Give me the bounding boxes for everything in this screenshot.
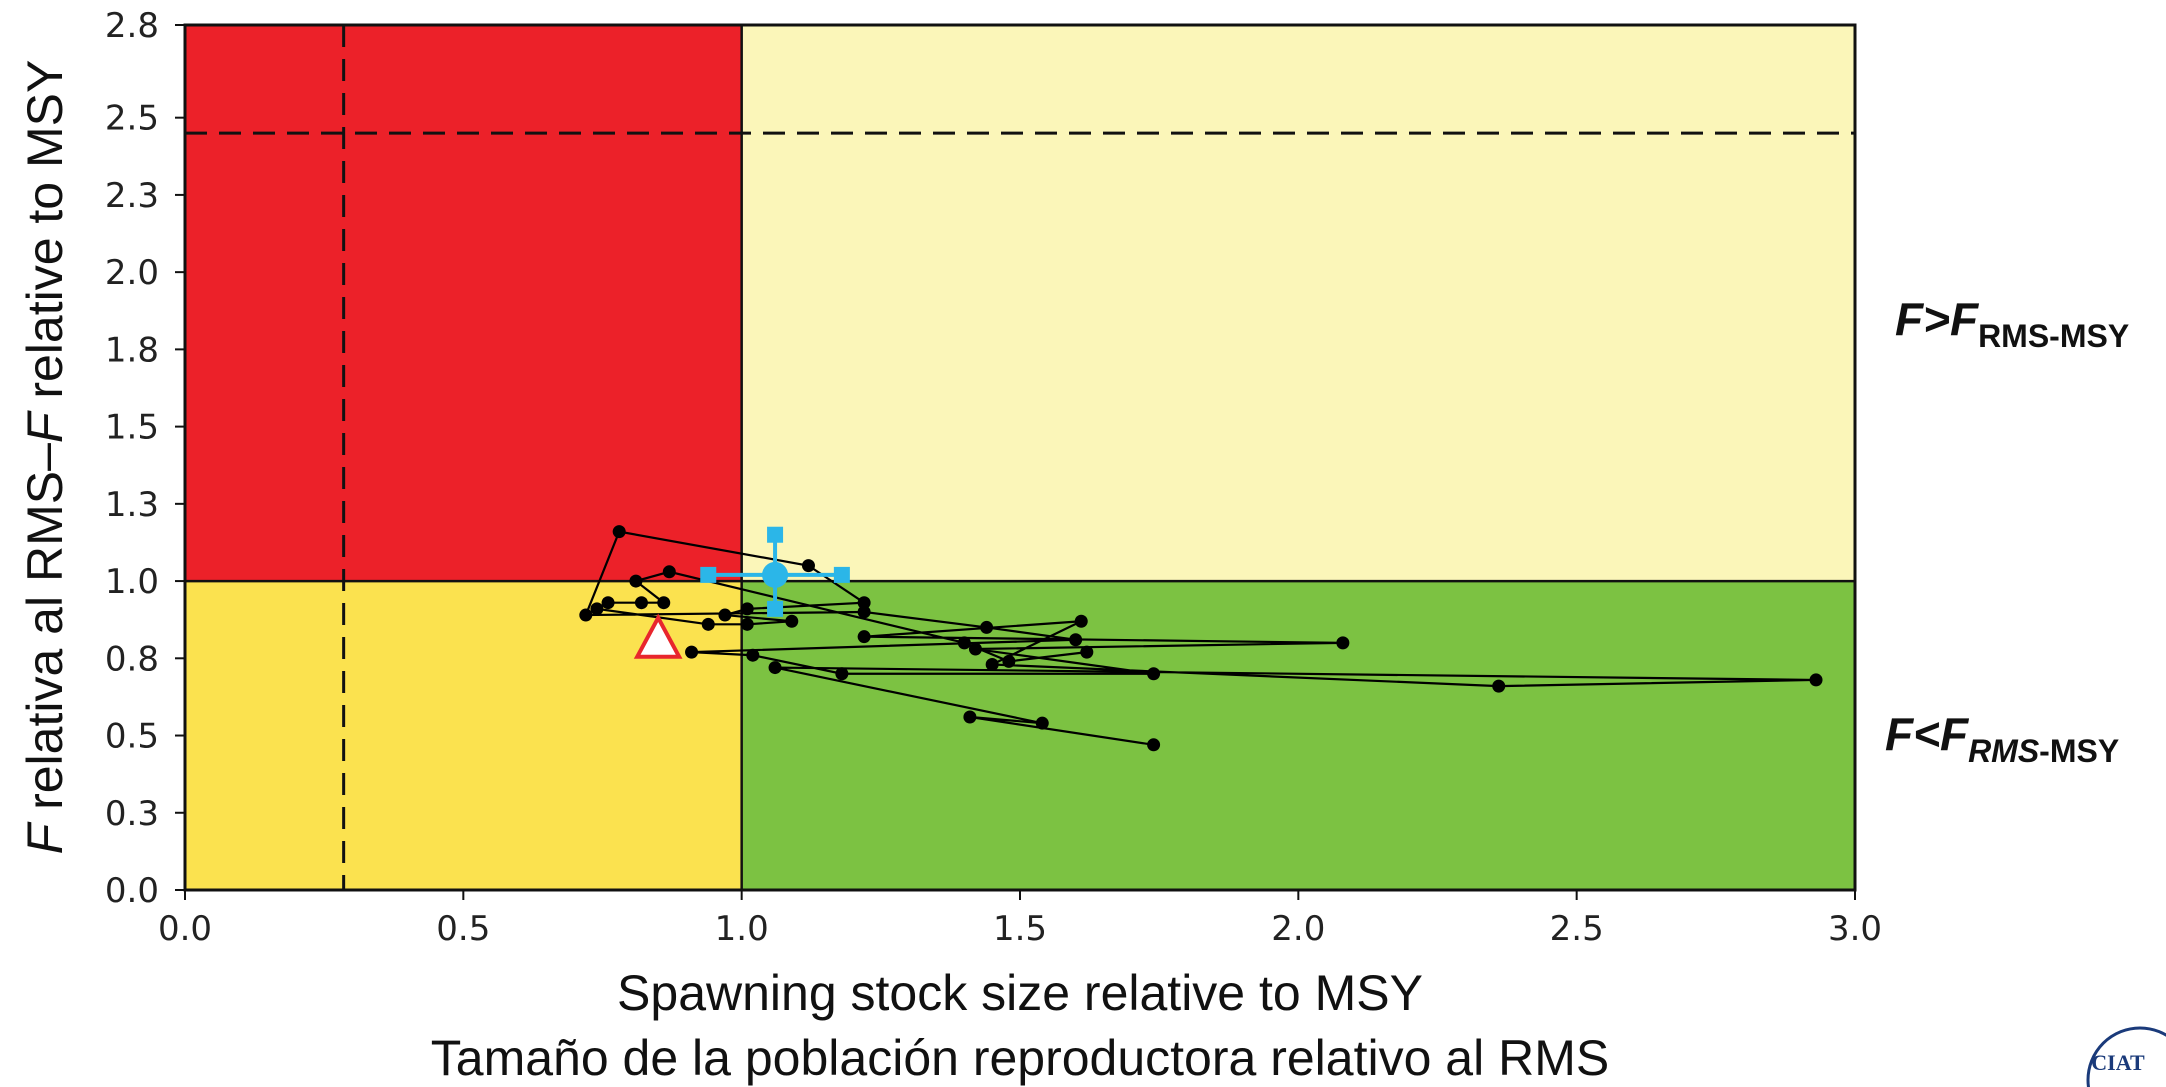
trajectory-point [985, 657, 999, 671]
x-axis-ticks: 0.0 0.5 1.0 1.5 2.0 2.5 3.0 [158, 890, 1882, 949]
zone-healthy-overfishing [741, 25, 1855, 582]
y-tick-label: 0.0 [105, 871, 159, 911]
trajectory-point [746, 648, 760, 662]
y-title-part: relative to MSY [17, 60, 73, 413]
y-tick-label: 2.0 [105, 253, 159, 293]
trajectory-point [718, 608, 732, 622]
trajectory-point [835, 667, 849, 681]
reference-triangle [633, 613, 683, 659]
trajectory-point [963, 710, 977, 724]
current-errorbar-cap [700, 566, 717, 583]
x-axis-title-es: Tamaño de la población reproductora rela… [431, 1030, 1609, 1086]
trajectory-point [740, 602, 754, 616]
x-axis-title: Spawning stock size relative to MSY [617, 965, 1423, 1021]
current-point [762, 561, 789, 588]
y-tick-label: 0.8 [105, 639, 159, 679]
y-tick-label: 2.5 [105, 99, 159, 139]
x-tick-label: 0.0 [158, 909, 212, 949]
y-title-f1: F [17, 821, 73, 854]
trajectory-point [662, 565, 676, 579]
y-tick-label: 1.5 [105, 408, 159, 448]
y-tick-label: 2.3 [105, 176, 159, 216]
trajectory-point [629, 574, 643, 588]
trajectory-point [1035, 716, 1049, 730]
y-axis-title: F relativa al RMS–F relative to MSY [17, 60, 73, 855]
x-tick-label: 3.0 [1828, 909, 1882, 949]
x-tick-label: 0.5 [436, 909, 490, 949]
trajectory-point [701, 617, 715, 631]
trajectory-point [590, 602, 604, 616]
current-status-marker [700, 526, 850, 617]
zone-label-lower: F<FRMS-MSY [1885, 708, 2119, 769]
trajectory-point [1074, 614, 1088, 628]
trajectory-point [612, 525, 626, 539]
ciat-logo: CIAT [2086, 1026, 2166, 1087]
trajectory-point [980, 620, 994, 634]
x-tick-label: 1.0 [715, 909, 769, 949]
trajectory-point [1147, 667, 1161, 681]
x-tick-label: 2.5 [1550, 909, 1604, 949]
trajectory-point [857, 605, 871, 619]
trajectory-point [957, 636, 971, 650]
zone-label-upper: F>FRMS-MSY [1895, 293, 2129, 354]
trajectory-point [857, 596, 871, 610]
zone-healthy [741, 581, 1855, 890]
status-zones [185, 25, 1855, 890]
trajectory-point [968, 642, 982, 656]
y-tick-label: 1.8 [105, 330, 159, 370]
trajectory-point [1809, 673, 1823, 687]
reference-triangle-marker [633, 613, 683, 659]
y-tick-label: 1.0 [105, 562, 159, 602]
x-tick-label: 2.0 [1271, 909, 1325, 949]
current-errorbar-cap [767, 526, 784, 543]
y-title-f2: F [17, 410, 73, 443]
trajectory-point [857, 630, 871, 644]
trajectory-point [634, 596, 648, 610]
current-errorbar-cap [767, 600, 784, 617]
y-axis-ticks: 0.0 0.3 0.5 0.8 1.0 1.3 1.5 1.8 2.0 2.3 2.5 2.8 [105, 6, 185, 911]
trajectory-point [601, 596, 615, 610]
trajectory-point [768, 661, 782, 675]
trajectory-point [657, 596, 671, 610]
y-tick-label: 0.5 [105, 717, 159, 757]
y-tick-label: 1.3 [105, 485, 159, 525]
reference-lines [185, 25, 1855, 890]
trajectory-point [740, 617, 754, 631]
ciat-logo-text: CIAT [2091, 1050, 2145, 1075]
trajectory-point [579, 608, 593, 622]
x-tick-label: 1.5 [993, 909, 1047, 949]
trajectory-point [685, 645, 699, 659]
trajectory-point [1002, 654, 1016, 668]
zone-overfished-overfishing [185, 25, 742, 582]
trajectory-point [1147, 738, 1161, 752]
current-errorbar-cap [833, 566, 850, 583]
trajectory-point [801, 559, 815, 573]
trajectory-point [1336, 636, 1350, 650]
trajectory-point [785, 614, 799, 628]
y-tick-label: 2.8 [105, 6, 159, 46]
trajectory-point [1492, 679, 1506, 693]
y-title-part: relativa al RMS– [17, 443, 73, 824]
trajectory-point [1069, 633, 1083, 647]
y-tick-label: 0.3 [105, 794, 159, 834]
trajectory-point [1080, 645, 1094, 659]
trajectory-series [579, 525, 1823, 752]
